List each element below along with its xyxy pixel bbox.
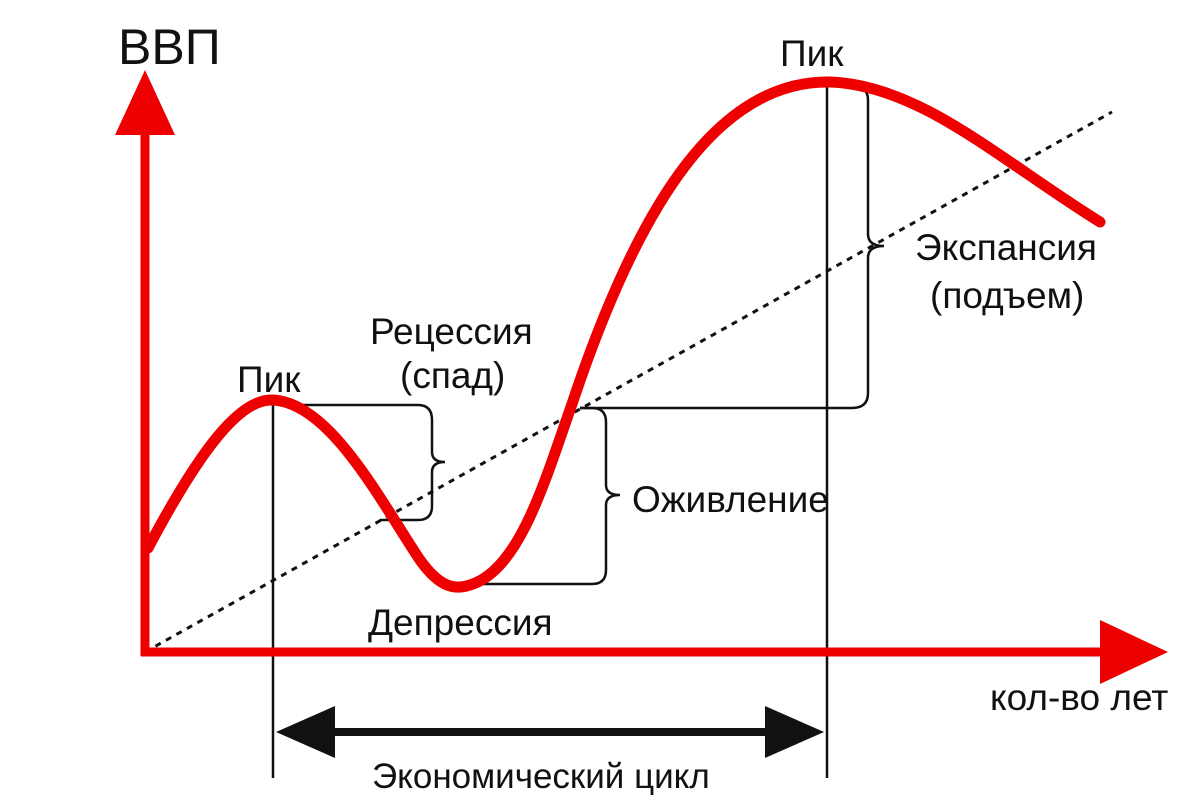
trend-line — [144, 110, 1113, 654]
x-axis-arrow-icon — [1100, 620, 1168, 684]
y-axis-arrow-icon — [115, 70, 175, 135]
economic-cycle-arrow-right-icon — [765, 706, 824, 758]
expansion-label-line1: Экспансия — [915, 227, 1097, 268]
expansion-bracket — [580, 84, 885, 410]
x-axis-label: кол-во лет — [990, 677, 1168, 718]
y-axis-label: ВВП — [118, 19, 221, 75]
expansion-label-line2: (подъем) — [930, 275, 1084, 316]
recovery-bracket — [470, 406, 621, 586]
right-peak-label: Пик — [780, 33, 844, 74]
depression-label: Депрессия — [368, 602, 553, 643]
recession-label-line1: Рецессия — [370, 311, 533, 352]
gdp-cycle-curve — [142, 76, 1106, 593]
recession-bracket — [292, 403, 446, 522]
economic-cycle-label: Экономический цикл — [372, 757, 710, 796]
recession-label-line2: (спад) — [400, 355, 505, 396]
left-peak-label: Пик — [237, 359, 301, 400]
recovery-label: Оживление — [632, 479, 829, 520]
economic-cycle-arrow-left-icon — [276, 706, 335, 758]
